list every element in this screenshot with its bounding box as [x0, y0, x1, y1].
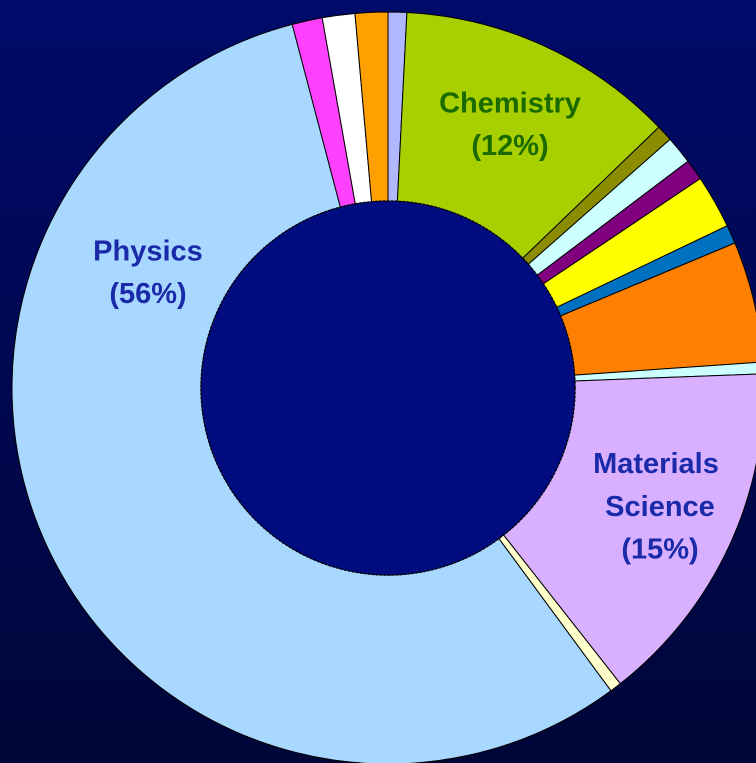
label-line: Materials [593, 448, 727, 480]
slice-label: Physics [93, 235, 203, 267]
slices [11, 11, 756, 763]
slice-label: Chemistry [439, 87, 581, 119]
slice-value-label: (12%) [471, 130, 548, 162]
donut-hole [200, 200, 576, 576]
labels: Chemistry (12%) Materials Science (15%) Phys… [93, 87, 727, 566]
label-line: Chemistry [439, 87, 581, 119]
slice-label: Materials Science [593, 448, 727, 523]
label-line: Physics [93, 235, 203, 267]
slice-value-label: (15%) [621, 534, 698, 566]
slice-value-label: (56%) [109, 278, 186, 310]
label-line: Science [605, 491, 715, 523]
